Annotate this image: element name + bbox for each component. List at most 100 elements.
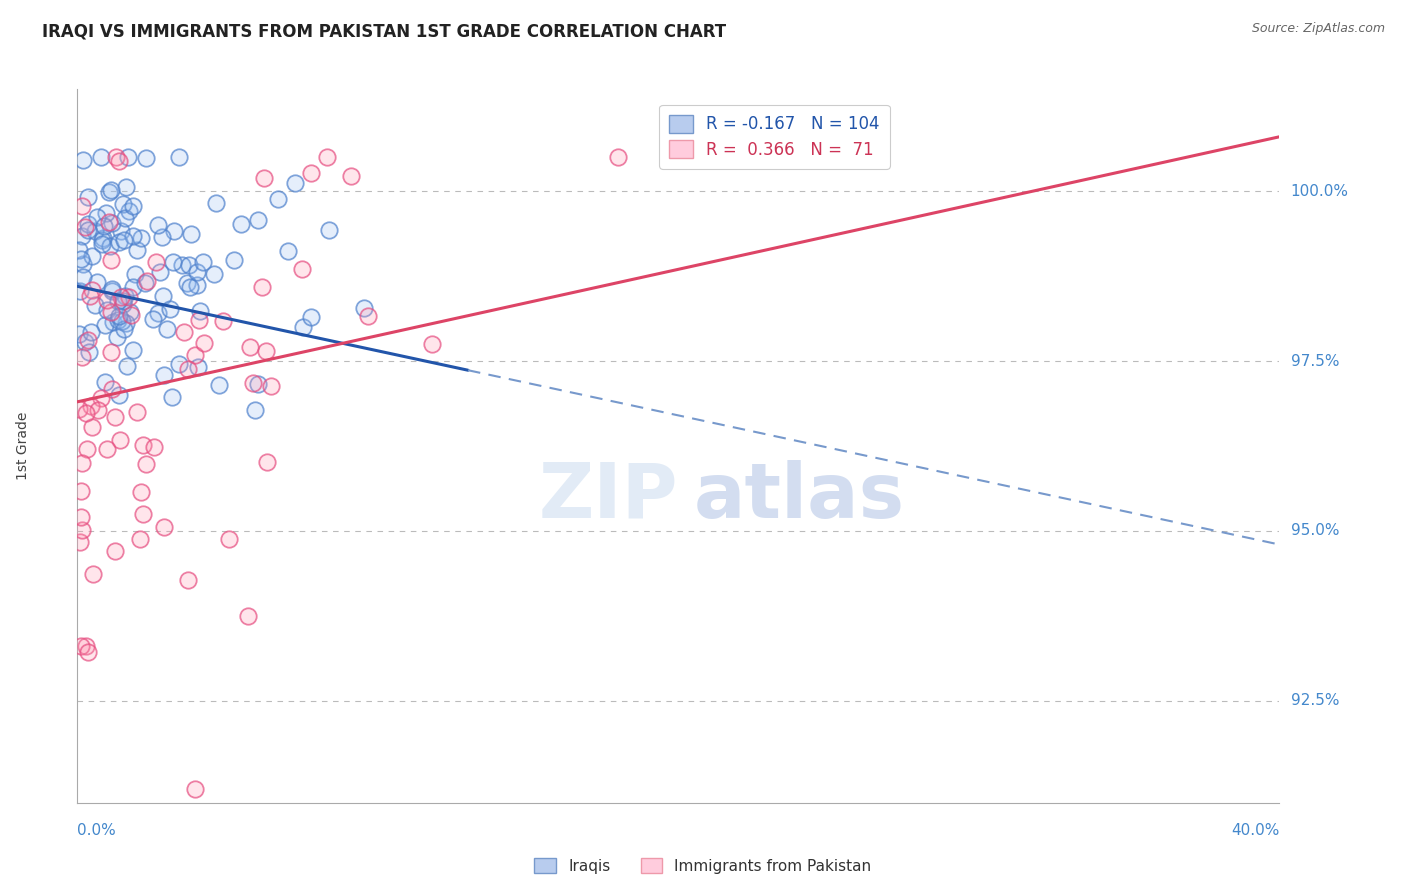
Point: [277, 244, 299, 258]
Point: [122, 279, 145, 293]
Point: [340, 169, 363, 183]
Point: [79, 344, 101, 359]
Point: [118, 204, 141, 219]
Point: [117, 150, 139, 164]
Point: [111, 297, 134, 311]
Point: [72, 153, 94, 167]
Point: [162, 390, 184, 404]
Point: [77, 645, 100, 659]
Point: [72, 270, 94, 285]
Point: [125, 405, 148, 419]
Point: [125, 243, 148, 257]
Point: [69, 285, 91, 299]
Point: [67, 326, 90, 341]
Text: atlas: atlas: [693, 460, 904, 534]
Point: [110, 290, 132, 304]
Point: [75, 639, 97, 653]
Point: [122, 229, 145, 244]
Point: [100, 216, 122, 230]
Point: [86, 210, 108, 224]
Point: [101, 284, 124, 298]
Point: [149, 265, 172, 279]
Text: 0.0%: 0.0%: [77, 823, 117, 838]
Point: [101, 282, 124, 296]
Point: [75, 406, 97, 420]
Point: [124, 267, 146, 281]
Text: 1st Grade: 1st Grade: [17, 412, 31, 480]
Point: [208, 378, 231, 392]
Point: [142, 311, 165, 326]
Point: [173, 325, 195, 339]
Point: [70, 510, 93, 524]
Point: [100, 305, 122, 319]
Point: [93, 219, 115, 233]
Point: [176, 276, 198, 290]
Point: [70, 456, 93, 470]
Point: [162, 254, 184, 268]
Point: [156, 321, 179, 335]
Point: [91, 231, 114, 245]
Point: [239, 340, 262, 354]
Point: [135, 458, 157, 472]
Point: [97, 185, 120, 199]
Point: [100, 183, 122, 197]
Point: [114, 211, 136, 225]
Point: [301, 166, 323, 180]
Point: [111, 196, 134, 211]
Point: [353, 301, 375, 315]
Text: ZIP: ZIP: [538, 460, 679, 534]
Point: [72, 523, 94, 537]
Point: [246, 377, 269, 392]
Point: [83, 298, 105, 312]
Point: [222, 253, 245, 268]
Point: [184, 347, 207, 361]
Point: [128, 532, 150, 546]
Point: [107, 388, 129, 402]
Point: [67, 243, 90, 257]
Point: [254, 343, 277, 358]
Point: [80, 325, 103, 339]
Point: [253, 171, 276, 186]
Point: [86, 275, 108, 289]
Point: [134, 277, 156, 291]
Point: [291, 262, 314, 277]
Point: [90, 391, 112, 405]
Point: [115, 316, 138, 330]
Point: [118, 305, 141, 319]
Point: [80, 283, 103, 297]
Point: [163, 224, 186, 238]
Point: [112, 233, 135, 247]
Point: [129, 485, 152, 500]
Point: [111, 313, 134, 327]
Point: [98, 239, 121, 253]
Point: [94, 318, 117, 333]
Point: [260, 379, 283, 393]
Point: [112, 294, 135, 309]
Point: [108, 309, 131, 323]
Point: [318, 222, 340, 236]
Point: [152, 289, 174, 303]
Point: [90, 150, 112, 164]
Point: [187, 313, 209, 327]
Point: [77, 217, 100, 231]
Point: [129, 231, 152, 245]
Point: [118, 289, 141, 303]
Text: 40.0%: 40.0%: [1232, 823, 1279, 838]
Point: [179, 280, 201, 294]
Point: [170, 258, 193, 272]
Point: [193, 336, 215, 351]
Point: [105, 150, 128, 164]
Point: [238, 609, 260, 624]
Point: [75, 220, 97, 235]
Text: 95.0%: 95.0%: [1291, 524, 1339, 539]
Point: [104, 410, 127, 425]
Point: [94, 375, 117, 389]
Point: [96, 293, 118, 307]
Point: [108, 235, 131, 249]
Point: [96, 442, 118, 457]
Point: [115, 180, 138, 194]
Point: [252, 280, 274, 294]
Point: [67, 402, 90, 417]
Point: [73, 335, 96, 350]
Point: [193, 255, 215, 269]
